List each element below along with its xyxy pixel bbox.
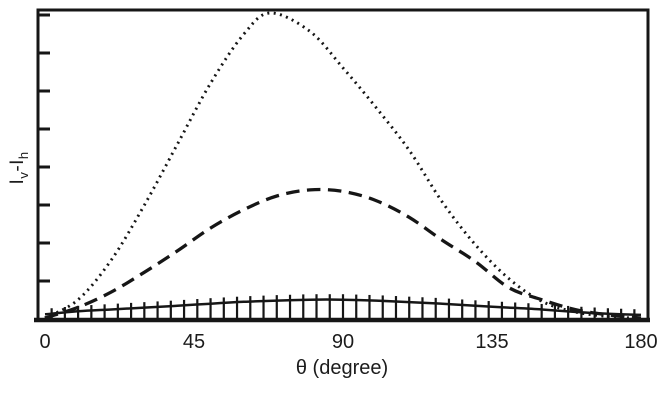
x-tick-label-135: 135: [475, 331, 509, 353]
y-label-sub-v: v: [15, 171, 31, 179]
x-tick-label-180: 180: [624, 331, 658, 353]
series-dotted: [44, 11, 632, 320]
x-tick-label-45: 45: [182, 331, 206, 353]
series-dashed: [44, 187, 642, 320]
x-axis-label: θ (degree): [295, 357, 389, 379]
y-label-base1: I: [7, 178, 29, 185]
x-tick-label-0: 0: [39, 331, 51, 353]
y-axis-label: Iv-Ih: [7, 113, 31, 223]
series-solid-with-error-bars: [44, 298, 642, 317]
y-label-sub-h: h: [15, 151, 31, 160]
y-label-base2: -I: [7, 159, 29, 172]
x-tick-label-90: 90: [331, 331, 355, 353]
plot-frame: [36, 8, 650, 320]
